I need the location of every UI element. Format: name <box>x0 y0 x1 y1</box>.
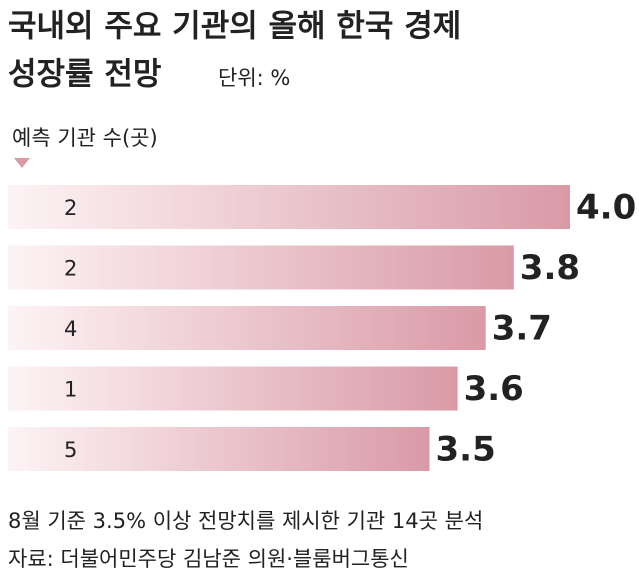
note: 8월 기준 3.5% 이상 전망치를 제시한 기관 14곳 분석 <box>8 509 483 533</box>
bar <box>8 427 430 471</box>
category-label: 5 <box>64 438 77 462</box>
category-label: 4 <box>64 317 77 341</box>
category-label: 1 <box>64 378 77 402</box>
source: 자료: 더불어민주당 김남준 의원·블룸버그통신 <box>8 547 409 571</box>
category-label: 2 <box>64 257 77 281</box>
unit: 단위: % <box>218 66 290 90</box>
bar <box>8 245 514 290</box>
value-label: 3.6 <box>464 369 524 409</box>
value-label: 3.7 <box>492 309 552 349</box>
chart-title: 국내외 주요 기관의 올해 한국 경제 <box>8 9 461 45</box>
bar <box>8 306 486 350</box>
value-label: 3.5 <box>436 430 496 470</box>
value-label: 4.0 <box>576 188 636 228</box>
bar <box>8 185 570 229</box>
value-label: 3.8 <box>520 248 580 288</box>
chart-title: 성장률 전망 <box>8 57 161 93</box>
category-label: 2 <box>64 196 77 220</box>
bar <box>8 366 458 411</box>
marker <box>14 158 30 168</box>
category-header: 예측 기관 수(곳) <box>12 126 158 150</box>
